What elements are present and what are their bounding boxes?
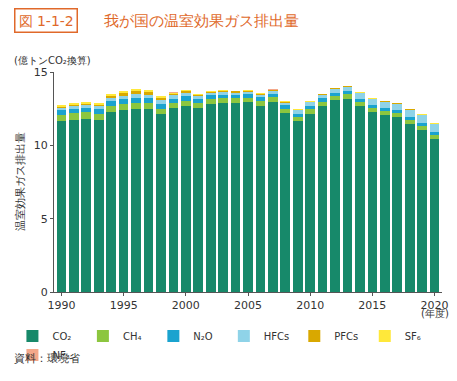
svg-text:0: 0 bbox=[41, 286, 48, 299]
svg-text:SF₆: SF₆ bbox=[405, 331, 421, 342]
svg-text:(年度): (年度) bbox=[421, 308, 449, 319]
svg-text:1990: 1990 bbox=[47, 299, 75, 312]
svg-text:PFCs: PFCs bbox=[334, 331, 358, 342]
svg-text:2010: 2010 bbox=[296, 299, 324, 312]
svg-text:CH₄: CH₄ bbox=[123, 331, 142, 342]
svg-text:温室効果ガス排出量: 温室効果ガス排出量 bbox=[14, 133, 27, 232]
svg-text:N₂O: N₂O bbox=[193, 331, 212, 342]
svg-text:資料：環境省: 資料：環境省 bbox=[14, 352, 80, 365]
svg-text:図 1-1-2: 図 1-1-2 bbox=[19, 13, 74, 29]
svg-text:2020: 2020 bbox=[421, 299, 449, 312]
svg-text:HFCs: HFCs bbox=[264, 331, 289, 342]
svg-text:(億トンCO₂換算): (億トンCO₂換算) bbox=[14, 55, 91, 66]
svg-text:1995: 1995 bbox=[110, 299, 138, 312]
svg-text:2015: 2015 bbox=[358, 299, 386, 312]
svg-text:我が国の温室効果ガス排出量: 我が国の温室効果ガス排出量 bbox=[104, 12, 299, 30]
svg-text:15: 15 bbox=[34, 66, 48, 79]
svg-text:10: 10 bbox=[34, 139, 48, 152]
svg-text:NF₃: NF₃ bbox=[52, 350, 69, 361]
svg-text:2005: 2005 bbox=[234, 299, 262, 312]
svg-text:5: 5 bbox=[41, 213, 48, 226]
svg-text:2000: 2000 bbox=[172, 299, 200, 312]
svg-text:CO₂: CO₂ bbox=[52, 331, 71, 342]
